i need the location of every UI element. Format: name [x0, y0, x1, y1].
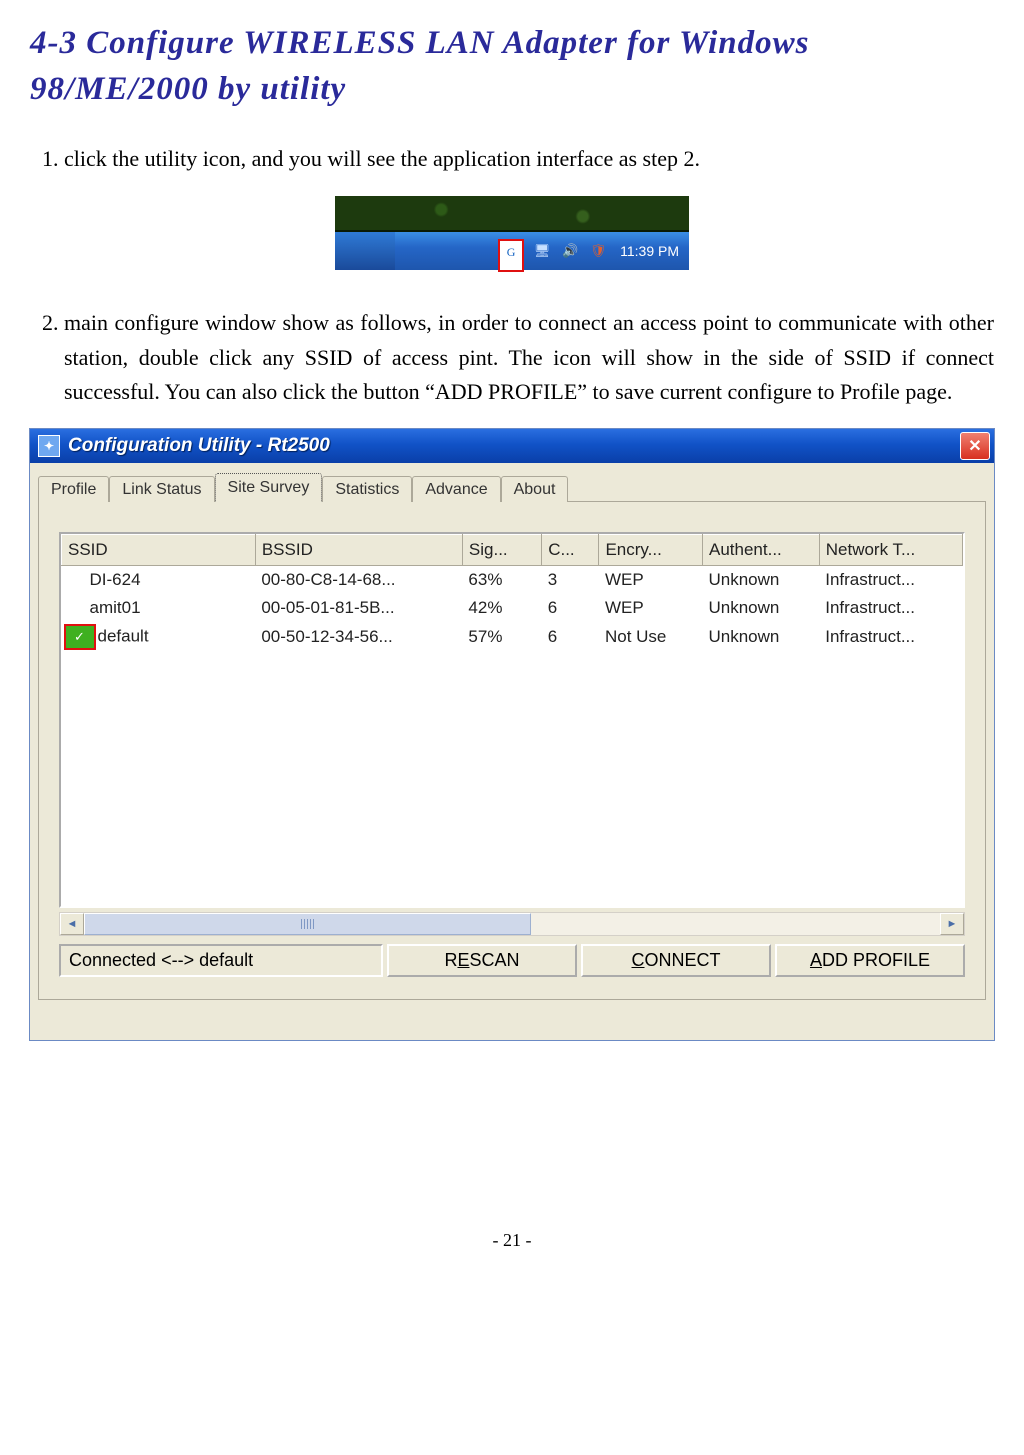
utility-tray-icon-highlight: G — [498, 239, 524, 272]
rescan-button[interactable]: RESCAN — [387, 944, 577, 977]
taskbar-left-area — [335, 232, 395, 270]
column-header[interactable]: Authent... — [703, 534, 820, 565]
horizontal-scrollbar[interactable]: ◄ ► — [59, 912, 965, 936]
config-utility-window: ✦ Configuration Utility - Rt2500 ✕ Profi… — [30, 429, 994, 1040]
system-tray: G 🖥 🔊 🛡 11:39 PM — [395, 232, 689, 270]
window-icon: ✦ — [38, 435, 60, 457]
close-icon[interactable]: ✕ — [960, 432, 990, 460]
connected-icon: ✓ — [64, 624, 96, 650]
page-number: - 21 - — [30, 1230, 994, 1251]
section-heading: 4-3 Configure WIRELESS LAN Adapter for W… — [30, 20, 994, 112]
tab-advance[interactable]: Advance — [412, 476, 500, 502]
table-row — [62, 884, 963, 908]
window-title: Configuration Utility - Rt2500 — [68, 435, 960, 457]
scroll-right-button[interactable]: ► — [940, 913, 964, 935]
column-header[interactable]: Sig... — [462, 534, 541, 565]
volume-tray-icon[interactable]: 🔊 — [560, 241, 580, 261]
scroll-track[interactable] — [84, 913, 940, 935]
scroll-thumb[interactable] — [84, 913, 531, 935]
column-header[interactable]: Network T... — [819, 534, 962, 565]
table-row — [62, 768, 963, 797]
table-row — [62, 681, 963, 710]
tab-site-survey[interactable]: Site Survey — [215, 473, 323, 502]
add-profile-button[interactable]: ADD PROFILE — [775, 944, 965, 977]
tab-statistics[interactable]: Statistics — [322, 476, 412, 502]
table-row — [62, 826, 963, 855]
scroll-left-button[interactable]: ◄ — [60, 913, 84, 935]
table-row[interactable]: ✓default00-50-12-34-56...57%6Not UseUnkn… — [62, 622, 963, 653]
window-titlebar: ✦ Configuration Utility - Rt2500 ✕ — [30, 429, 994, 463]
step-2: main configure window show as follows, i… — [64, 306, 994, 408]
tab-strip: ProfileLink StatusSite SurveyStatisticsA… — [38, 471, 986, 502]
column-header[interactable]: C... — [542, 534, 599, 565]
table-row — [62, 739, 963, 768]
column-header[interactable]: BSSID — [255, 534, 462, 565]
table-row — [62, 652, 963, 681]
table-row — [62, 855, 963, 884]
table-row — [62, 797, 963, 826]
connection-status: Connected <--> default — [59, 944, 383, 977]
column-header[interactable]: Encry... — [599, 534, 703, 565]
desktop-wallpaper-strip — [335, 196, 689, 232]
tab-profile[interactable]: Profile — [38, 476, 109, 502]
taskbar-screenshot: G 🖥 🔊 🛡 11:39 PM — [30, 196, 994, 270]
shield-tray-icon[interactable]: 🛡 — [588, 241, 608, 261]
tab-about[interactable]: About — [501, 476, 569, 502]
table-row[interactable]: amit0100-05-01-81-5B...42%6WEPUnknownInf… — [62, 594, 963, 622]
network-tray-icon[interactable]: 🖥 — [532, 241, 552, 261]
connect-button[interactable]: CONNECT — [581, 944, 771, 977]
table-row — [62, 710, 963, 739]
taskbar-clock: 11:39 PM — [620, 243, 679, 259]
table-row[interactable]: DI-62400-80-C8-14-68...63%3WEPUnknownInf… — [62, 565, 963, 594]
column-header[interactable]: SSID — [62, 534, 256, 565]
utility-tray-icon[interactable]: G — [502, 244, 520, 262]
step-1: click the utility icon, and you will see… — [64, 142, 994, 176]
site-survey-listview[interactable]: SSIDBSSIDSig...C...Encry...Authent...Net… — [59, 532, 965, 908]
tab-link-status[interactable]: Link Status — [109, 476, 214, 502]
tab-panel-site-survey: SSIDBSSIDSig...C...Encry...Authent...Net… — [38, 502, 986, 1000]
